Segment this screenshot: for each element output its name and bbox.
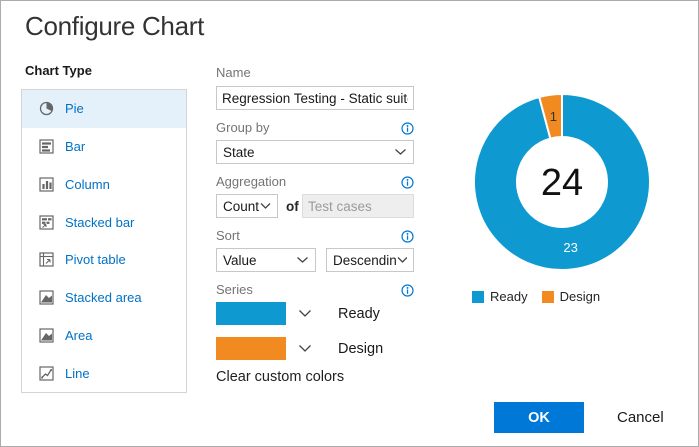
- aggregation-field-input: [302, 194, 414, 218]
- chart-type-item-stacked-bar[interactable]: Stacked bar: [22, 203, 186, 241]
- chevron-down-icon: [397, 257, 407, 263]
- info-icon[interactable]: [401, 230, 414, 243]
- info-icon[interactable]: [401, 176, 414, 189]
- chart-type-item-line[interactable]: Line: [22, 354, 186, 392]
- chevron-down-icon: [395, 149, 406, 155]
- chevron-down-icon: [298, 344, 312, 353]
- legend-label: Ready: [490, 289, 528, 304]
- name-input[interactable]: [216, 86, 414, 110]
- series-color-swatch: [216, 302, 286, 325]
- name-label: Name: [216, 65, 251, 80]
- sort-label: Sort: [216, 228, 240, 243]
- group-by-select[interactable]: State: [216, 140, 414, 164]
- chart-type-item-label: Bar: [65, 139, 86, 155]
- chevron-down-icon: [298, 309, 312, 318]
- chart-type-item-label: Area: [65, 327, 93, 343]
- info-icon[interactable]: [401, 122, 414, 135]
- chart-type-item-label: Stacked area: [65, 290, 142, 306]
- sort-by-select[interactable]: Value: [216, 248, 316, 272]
- donut-segment-design: [538, 93, 563, 140]
- ok-button[interactable]: OK: [494, 402, 584, 433]
- chart-type-item-label: Pie: [65, 101, 84, 117]
- chevron-down-icon: [260, 203, 271, 209]
- group-by-label: Group by: [216, 120, 270, 135]
- dialog-title: Configure Chart: [25, 11, 205, 41]
- pie-icon: [39, 101, 54, 116]
- aggregation-function-select[interactable]: Count: [216, 194, 278, 218]
- series-name-label: Ready: [338, 305, 380, 322]
- aggregation-of-label: of: [286, 199, 299, 214]
- donut-center-total: 24: [541, 162, 583, 204]
- chart-type-item-label: Pivot table: [65, 252, 126, 268]
- chart-type-item-label: Stacked bar: [65, 214, 135, 230]
- area-icon: [39, 328, 54, 343]
- legend-entry-design: Design: [541, 289, 601, 304]
- chart-type-item-column[interactable]: Column: [22, 166, 186, 204]
- legend-label: Design: [559, 289, 601, 304]
- series-color-dropdown-design[interactable]: Design: [216, 337, 383, 360]
- series-color-swatch: [216, 337, 286, 360]
- aggregation-function-value: Count: [223, 198, 260, 214]
- chart-type-item-stacked-area[interactable]: Stacked area: [22, 279, 186, 317]
- stacked-area-icon: [39, 290, 54, 305]
- sort-by-value: Value: [223, 252, 257, 268]
- donut-chart: 23 1 24: [456, 76, 668, 288]
- chevron-down-icon: [297, 257, 308, 263]
- column-icon: [39, 177, 54, 192]
- group-by-value: State: [223, 144, 255, 160]
- chart-type-item-label: Line: [65, 365, 90, 381]
- stacked-bar-icon: [39, 215, 54, 230]
- chart-type-list: Pie Bar Column Stacked bar Pivot table Stacke…: [21, 89, 187, 393]
- info-icon[interactable]: [401, 284, 414, 297]
- series-name-label: Design: [338, 340, 384, 357]
- chart-type-item-area[interactable]: Area: [22, 317, 186, 355]
- form-column: Name Group by State Aggregation Count of…: [216, 1, 414, 446]
- chart-type-item-pie[interactable]: Pie: [22, 90, 186, 128]
- sort-direction-select[interactable]: Descending: [326, 248, 414, 272]
- pivot-table-icon: [39, 252, 54, 267]
- chart-type-item-pivot-table[interactable]: Pivot table: [22, 241, 186, 279]
- aggregation-label: Aggregation: [216, 174, 287, 189]
- donut-segment-ready: [473, 93, 651, 271]
- chart-type-item-label: Column: [65, 176, 110, 192]
- legend-swatch: [472, 290, 484, 303]
- sort-direction-value: Descending: [333, 252, 397, 268]
- donut-value-label: 23: [563, 240, 577, 255]
- series-label: Series: [216, 282, 253, 297]
- series-color-dropdown-ready[interactable]: Ready: [216, 302, 380, 325]
- chart-type-heading: Chart Type: [25, 63, 92, 78]
- cancel-button[interactable]: Cancel: [611, 408, 670, 427]
- chart-type-item-bar[interactable]: Bar: [22, 128, 186, 166]
- donut-value-label: 1: [550, 109, 557, 124]
- bar-icon: [39, 139, 54, 154]
- line-icon: [39, 366, 54, 381]
- legend-swatch: [541, 290, 554, 303]
- chart-legend: Ready Design: [472, 289, 600, 304]
- legend-entry-ready: Ready: [472, 289, 528, 304]
- clear-custom-colors-link[interactable]: Clear custom colors: [216, 369, 345, 385]
